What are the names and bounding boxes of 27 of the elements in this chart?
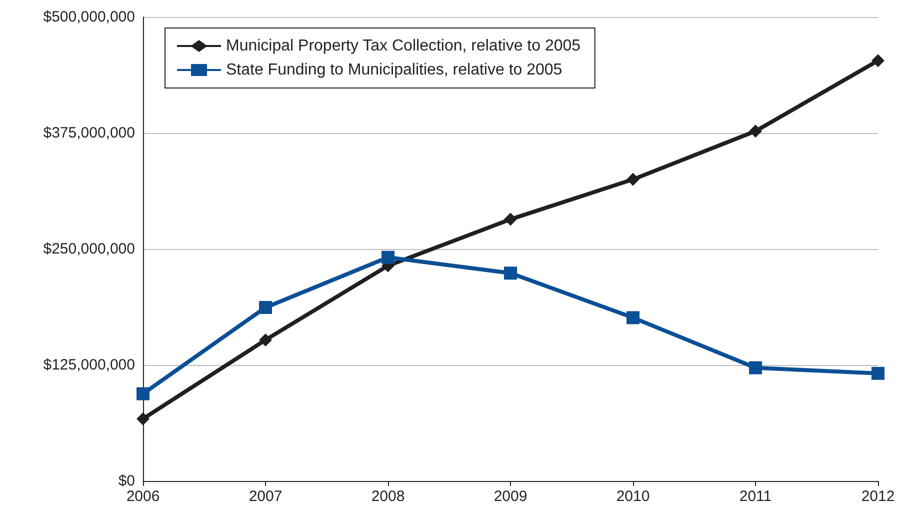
x-tick-label: 2009	[494, 488, 528, 505]
point	[749, 361, 762, 374]
point	[872, 54, 884, 68]
point	[749, 124, 762, 138]
x-tick-label: 2011	[739, 488, 772, 505]
x-tick-label: 2006	[126, 488, 160, 505]
point	[259, 333, 272, 346]
point	[504, 212, 517, 226]
legend-label: State Funding to Municipalities, relative to 2005	[226, 62, 562, 78]
y-tick-label: $250,000,000	[43, 240, 135, 258]
point	[136, 387, 150, 400]
point	[872, 366, 884, 380]
point	[382, 250, 394, 264]
legend-label: Municipal Property Tax Collection, relative to 2005	[226, 38, 581, 54]
y-tick-label: $125,000,000	[43, 356, 135, 374]
point	[136, 412, 150, 426]
point	[504, 266, 517, 280]
x-tick-label: 2012	[861, 488, 895, 505]
x-tick-label: 2007	[248, 488, 282, 505]
y-tick-label: $0	[118, 472, 135, 490]
y-tick-label: $375,000,000	[43, 124, 135, 142]
x-tick-label: 2010	[616, 488, 650, 505]
point	[626, 311, 640, 324]
point	[626, 172, 640, 186]
y-tick-label: $500,000,000	[43, 8, 135, 26]
point	[259, 300, 272, 314]
x-tick-label: 2008	[371, 488, 405, 505]
